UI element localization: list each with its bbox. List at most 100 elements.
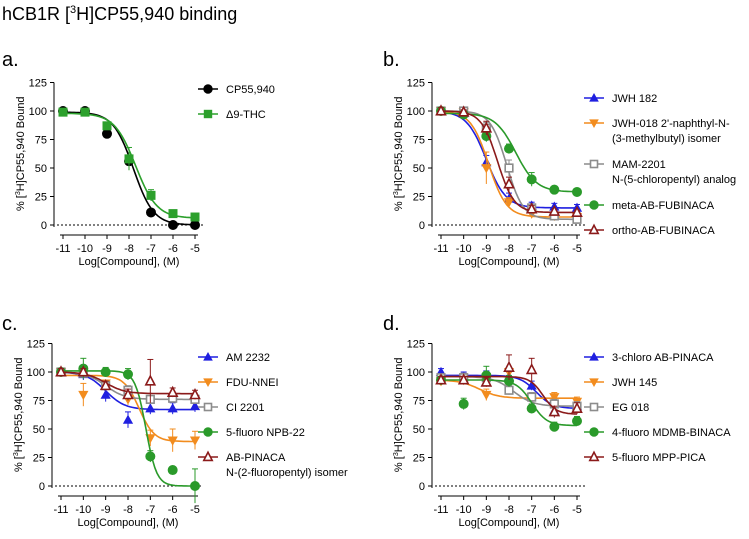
legend-marker <box>589 119 599 128</box>
data-point <box>122 388 134 400</box>
y-tick-label: 0 <box>419 481 425 493</box>
data-point <box>189 400 201 411</box>
data-point <box>124 154 134 164</box>
x-axis-label: Log[Compound], (M) <box>79 256 180 268</box>
data-point <box>100 367 111 377</box>
data-point <box>100 389 111 399</box>
data-point <box>504 143 514 154</box>
y-tick-label: 75 <box>413 135 425 147</box>
y-tick-label: 0 <box>39 481 45 493</box>
x-tick-label: -8 <box>504 243 514 255</box>
x-tick-label: -9 <box>102 243 112 255</box>
series-5 <box>435 104 583 217</box>
data-point <box>548 204 561 216</box>
y-tick-label: 50 <box>413 163 425 175</box>
data-point <box>481 390 492 401</box>
y-tick-label: 100 <box>407 106 425 118</box>
data-point <box>525 362 538 375</box>
legend-marker <box>203 84 213 94</box>
legend-label: (3-methylbutyl) isomer <box>612 133 721 145</box>
data-point <box>167 436 178 446</box>
legend-label: FDU-NNEI <box>226 377 279 389</box>
x-tick-label: -8 <box>123 504 133 516</box>
legend-marker <box>203 402 213 412</box>
legend-label: N-(5-chloropentyl) analog <box>612 174 736 186</box>
legend: JWH 182 JWH-018 2'-naphthyl-N- (3-methylbu… <box>584 93 736 237</box>
y-tick-label: 75 <box>33 396 45 408</box>
legend-label: JWH-018 2'-naphthyl-N- <box>612 118 730 130</box>
data-point <box>55 365 67 377</box>
panel-label: c. <box>2 313 18 335</box>
y-axis-label: % [3H]CP55,940 Bound <box>393 96 405 211</box>
legend-marker <box>589 93 599 102</box>
data-point <box>549 421 560 432</box>
data-point <box>166 385 179 398</box>
data-point <box>80 107 90 117</box>
x-tick-label: -5 <box>190 243 200 255</box>
x-tick-label: -6 <box>549 243 559 255</box>
data-point <box>503 360 515 372</box>
panel-label: b. <box>383 49 400 71</box>
data-point <box>526 380 537 390</box>
x-tick-label: -10 <box>456 504 472 516</box>
y-tick-label: 25 <box>33 453 45 465</box>
data-point <box>168 209 178 219</box>
y-tick-label: 50 <box>35 163 47 175</box>
x-axis-label: Log[Compound], (M) <box>459 256 560 268</box>
x-tick-label: -8 <box>504 504 514 516</box>
legend-marker <box>588 450 600 462</box>
y-tick-label: 25 <box>413 192 425 204</box>
data-point <box>549 184 560 195</box>
x-tick-label: -10 <box>77 243 93 255</box>
data-point <box>146 190 156 200</box>
data-point <box>457 373 470 385</box>
chart-panel-b: b. 0 25 50 75 100 125 -11 -10 -9 -8 -7 -6 -5 Log[Compo… <box>383 49 736 268</box>
legend-label: AM 2232 <box>226 352 270 364</box>
x-axis-label: Log[Compound], (M) <box>78 517 179 529</box>
y-tick-label: 50 <box>413 424 425 436</box>
x-tick-label: -10 <box>75 504 91 516</box>
data-point <box>457 105 470 117</box>
legend-label: ortho-AB-FUBINACA <box>612 225 715 237</box>
legend: AM 2232 FDU-NNEI CI 2201 5-fluoro NPB-22 AB-… <box>198 352 348 479</box>
data-point <box>435 104 447 116</box>
y-tick-label: 75 <box>413 396 425 408</box>
legend-label: 4-fluoro MDMB-BINACA <box>612 427 731 439</box>
legend-marker <box>588 223 600 235</box>
data-point <box>548 405 561 417</box>
data-point <box>189 436 201 446</box>
data-point <box>123 369 133 380</box>
x-tick-label: -11 <box>433 504 448 516</box>
legend-label: AB-PINACA <box>226 452 286 464</box>
data-point <box>189 388 201 400</box>
y-tick-label: 125 <box>407 78 425 90</box>
y-tick-label: 100 <box>29 106 47 118</box>
data-point <box>167 465 178 476</box>
figure-title-post: H]CP55,940 binding <box>76 4 237 24</box>
y-tick-label: 125 <box>27 339 45 351</box>
data-point <box>525 202 538 214</box>
data-point <box>77 365 90 377</box>
figure-title-pre: hCB1R [ <box>2 4 70 24</box>
data-point <box>504 385 514 395</box>
x-tick-label: -5 <box>572 243 582 255</box>
x-axis-label: Log[Compound], (M) <box>459 517 560 529</box>
data-point <box>99 378 112 391</box>
data-point <box>168 220 178 230</box>
legend-label: EG 018 <box>612 402 649 414</box>
data-point <box>78 390 89 401</box>
figure-title-sup: 3 <box>70 4 76 16</box>
data-point <box>503 198 515 208</box>
data-point <box>571 401 583 413</box>
data-point <box>190 212 200 222</box>
data-point <box>144 374 157 386</box>
chart-panels: a. 0 25 50 75 100 125 -11 -10 -9 -8 -7 -6 -5 Log[Compo… <box>2 49 736 529</box>
y-tick-label: 125 <box>407 339 425 351</box>
y-tick-label: 0 <box>419 220 425 232</box>
x-tick-label: -7 <box>145 504 155 516</box>
legend-label: 3-chloro AB-PINACA <box>612 352 714 364</box>
data-point <box>572 186 582 197</box>
data-point <box>190 481 200 491</box>
legend-label: JWH 145 <box>612 377 657 389</box>
legend-marker <box>589 200 599 210</box>
